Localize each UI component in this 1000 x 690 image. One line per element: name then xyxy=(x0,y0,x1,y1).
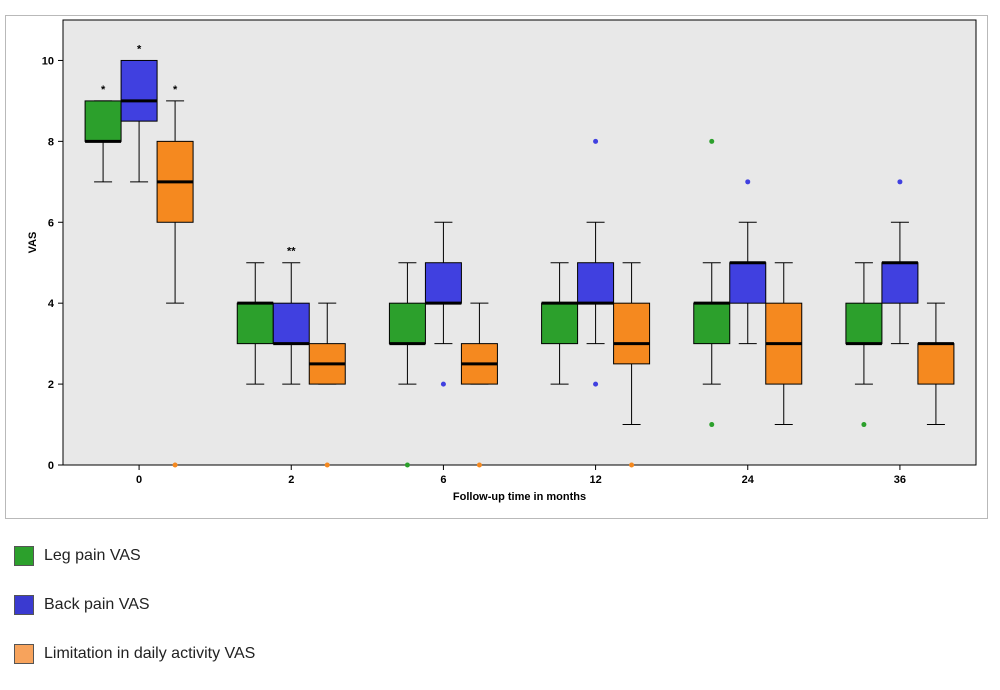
x-axis-label: Follow-up time in months xyxy=(453,491,586,503)
legend-swatch-leg-pain xyxy=(14,545,34,566)
legend-label-back-pain: Back pain VAS xyxy=(44,595,150,613)
x-tick-label: 12 xyxy=(589,474,601,486)
box-leg-pain-vas xyxy=(388,302,426,345)
outlier-limitation-in-daily-activity-vas xyxy=(629,462,635,468)
x-tick-label: 6 xyxy=(440,474,446,486)
y-tick-label: 8 xyxy=(48,136,54,148)
outlier-limitation-in-daily-activity-vas xyxy=(476,462,482,468)
outlier-back-pain-vas xyxy=(440,381,446,387)
significance-marker: * xyxy=(173,84,178,96)
legend-swatch-back-pain xyxy=(14,594,34,615)
y-tick-label: 0 xyxy=(48,460,54,472)
y-tick-label: 4 xyxy=(48,298,55,310)
legend-label-leg-pain: Leg pain VAS xyxy=(44,546,141,564)
significance-marker: * xyxy=(137,43,142,55)
legend-item-leg-pain: Leg pain VAS xyxy=(14,543,255,568)
outlier-back-pain-vas xyxy=(593,138,599,144)
outlier-leg-pain-vas xyxy=(709,422,715,428)
x-tick-label: 24 xyxy=(742,474,755,486)
outlier-back-pain-vas xyxy=(745,179,751,185)
box-leg-pain-vas xyxy=(693,302,731,345)
y-axis-label: VAS xyxy=(27,232,39,254)
box-leg-pain-vas xyxy=(845,302,883,345)
box-back-pain-vas xyxy=(272,302,310,345)
legend-item-back-pain: Back pain VAS xyxy=(14,592,255,617)
box-leg-pain-vas xyxy=(236,302,274,345)
legend: Leg pain VAS Back pain VAS Limitation in… xyxy=(14,543,255,690)
box-back-pain-vas xyxy=(577,262,615,304)
chart-frame: 0 2 4 6 8 10 VAS 0 2 6 12 24 36 Follow-up time in mon… xyxy=(5,15,988,519)
x-tick-label: 36 xyxy=(894,474,906,486)
outlier-back-pain-vas xyxy=(593,381,599,387)
outlier-back-pain-vas xyxy=(897,179,903,185)
box-limitation-in-daily-activity-vas xyxy=(917,343,955,385)
x-tick-label: 0 xyxy=(136,474,142,486)
box-leg-pain-vas xyxy=(84,100,122,142)
y-tick-label: 2 xyxy=(48,379,54,391)
significance-marker: ** xyxy=(287,246,296,258)
box-leg-pain-vas xyxy=(541,302,579,345)
y-tick-label: 10 xyxy=(42,55,54,67)
box-back-pain-vas xyxy=(729,262,767,304)
y-tick-label: 6 xyxy=(48,217,54,229)
legend-label-limitation: Limitation in daily activity VAS xyxy=(44,644,256,662)
outlier-leg-pain-vas xyxy=(861,422,867,428)
x-tick-label: 2 xyxy=(288,474,294,486)
box-limitation-in-daily-activity-vas xyxy=(613,302,651,365)
outlier-leg-pain-vas xyxy=(404,462,410,468)
legend-swatch-limitation xyxy=(14,643,34,664)
box-back-pain-vas xyxy=(120,59,158,122)
box-back-pain-vas xyxy=(424,262,462,304)
box-back-pain-vas xyxy=(881,262,919,304)
plot-area xyxy=(62,19,977,466)
outlier-leg-pain-vas xyxy=(709,138,715,144)
significance-marker: * xyxy=(101,84,106,96)
legend-item-limitation: Limitation in daily activity VAS xyxy=(14,641,255,666)
outlier-limitation-in-daily-activity-vas xyxy=(324,462,330,468)
outlier-limitation-in-daily-activity-vas xyxy=(172,462,178,468)
